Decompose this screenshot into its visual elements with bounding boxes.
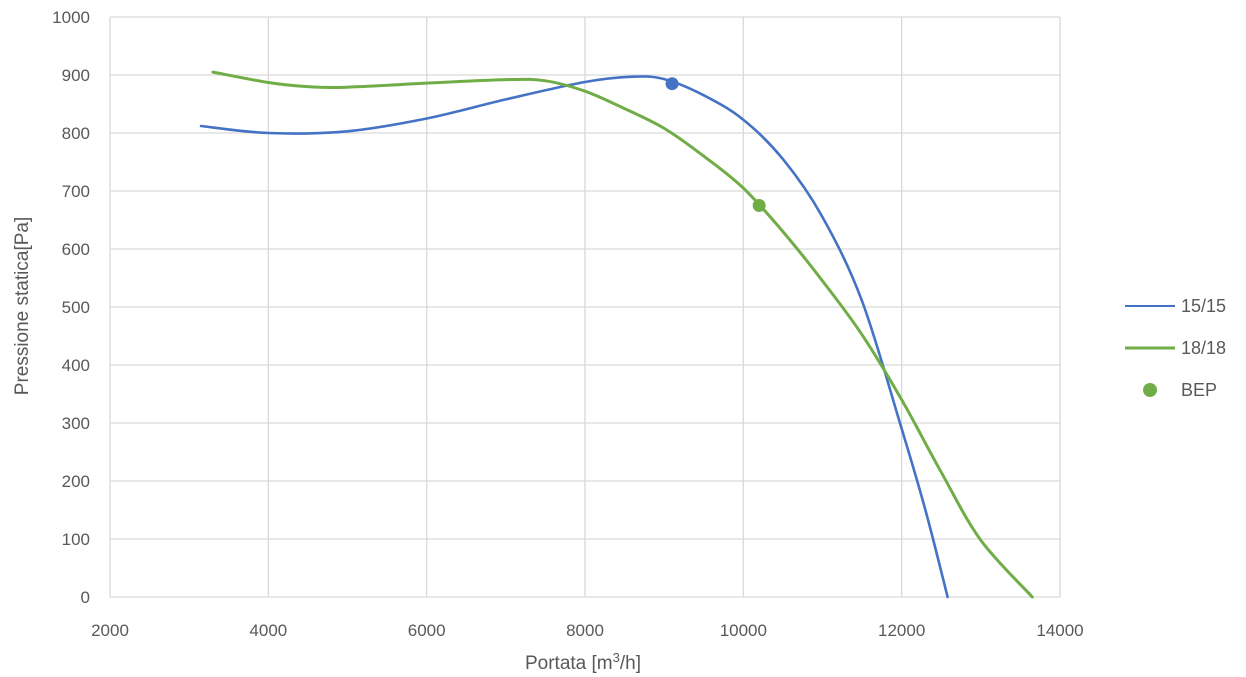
legend: 15/15 18/18 BEP	[1125, 296, 1226, 400]
x-axis-title: Portata [m3/h]	[525, 650, 641, 674]
y-tick-label: 400	[62, 356, 90, 375]
y-tick-label: 200	[62, 472, 90, 491]
x-tick-label: 12000	[878, 621, 925, 640]
gridlines	[109, 16, 1061, 598]
y-tick-label: 100	[62, 530, 90, 549]
legend-label-bep: BEP	[1181, 380, 1217, 400]
series-line-18-18	[211, 70, 1034, 599]
x-axis-title-sup: 3	[613, 650, 620, 665]
y-axis-title: Pressione statica[Pa]	[12, 217, 33, 395]
series-line-15-15	[199, 75, 949, 599]
y-tick-label: 600	[62, 240, 90, 259]
x-tick-label: 2000	[91, 621, 129, 640]
bep-point-1	[665, 77, 679, 91]
legend-marker-bep	[1143, 383, 1157, 397]
x-tick-label: 6000	[408, 621, 446, 640]
x-tick-label: 8000	[566, 621, 604, 640]
legend-label-18-18: 18/18	[1181, 338, 1226, 358]
y-tick-label: 0	[81, 588, 90, 607]
x-tick-label: 14000	[1036, 621, 1083, 640]
x-tick-label: 10000	[720, 621, 767, 640]
bep-markers	[665, 77, 766, 212]
y-tick-label: 300	[62, 414, 90, 433]
x-axis-title-main: Portata [m	[525, 653, 613, 674]
y-tick-label: 1000	[52, 8, 90, 27]
x-axis-title-end: /h]	[620, 653, 641, 674]
x-axis-tick-labels: 2000 4000 6000 8000 10000 12000 14000	[91, 621, 1084, 640]
x-tick-label: 4000	[249, 621, 287, 640]
y-axis-tick-labels: 0 100 200 300 400 500 600 700 800 900 1000	[52, 8, 90, 607]
y-tick-label: 700	[62, 182, 90, 201]
y-tick-label: 800	[62, 124, 90, 143]
bep-point-2	[752, 199, 766, 212]
legend-label-15-15: 15/15	[1181, 296, 1226, 316]
y-tick-label: 500	[62, 298, 90, 317]
y-tick-label: 900	[62, 66, 90, 85]
series-lines	[199, 70, 1034, 599]
